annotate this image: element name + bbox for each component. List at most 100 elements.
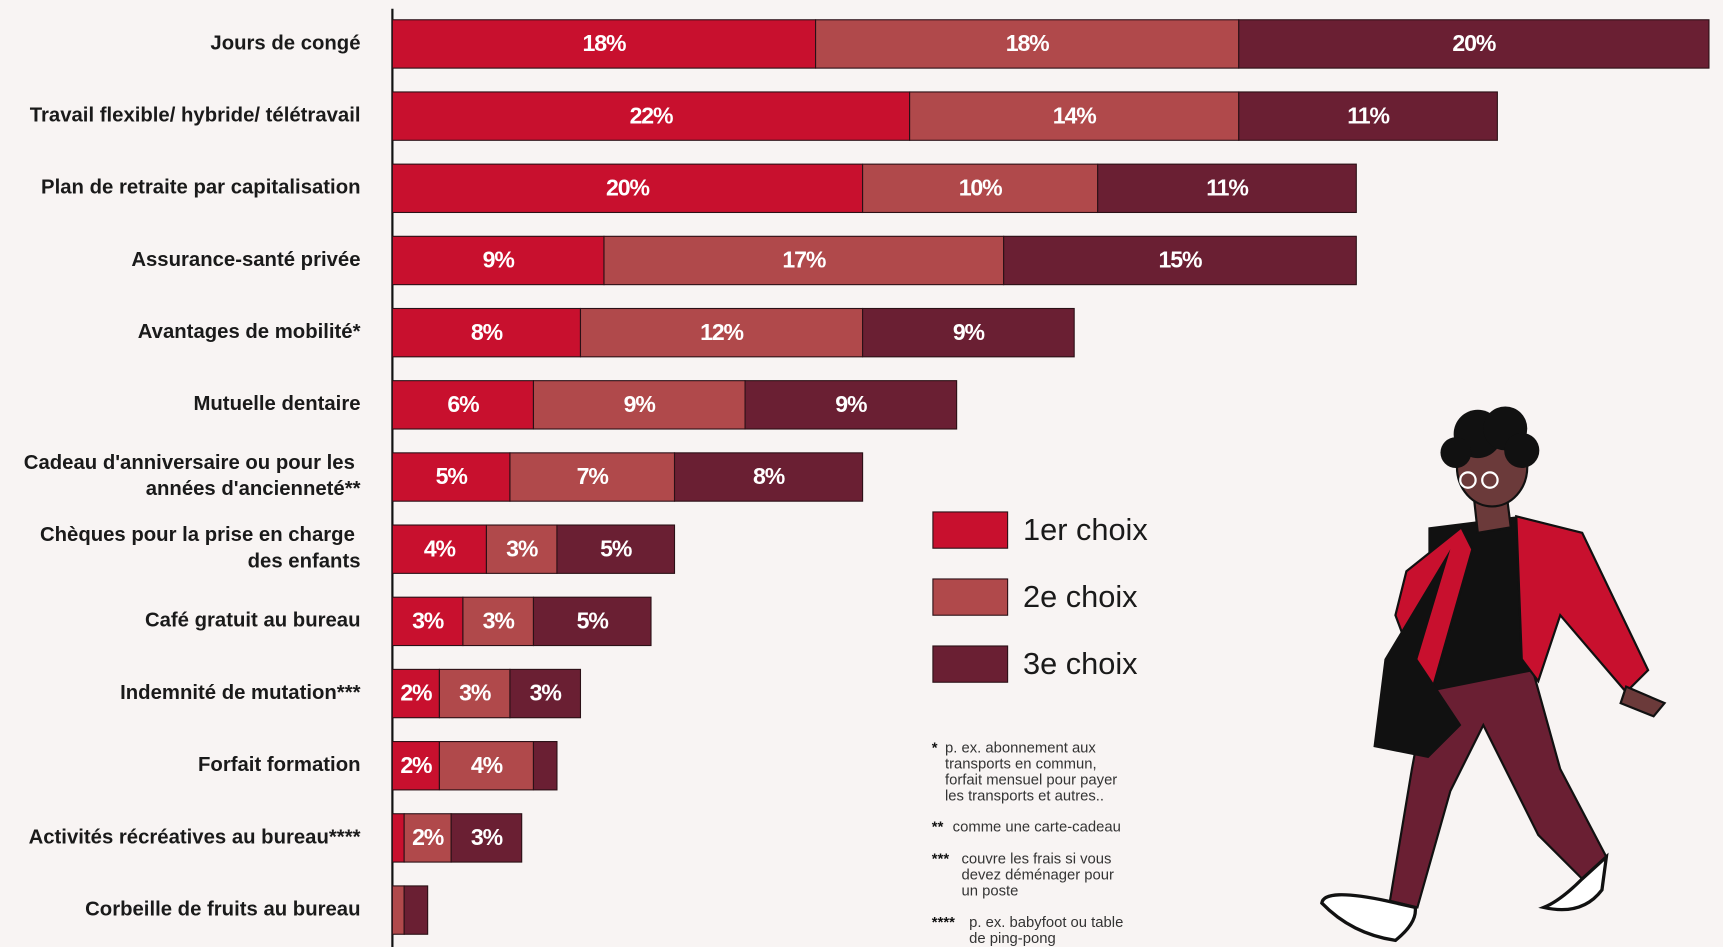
bar-segment [532, 741, 558, 791]
category-label: Chèques pour la prise en charge des enfa… [40, 524, 361, 572]
category-label: Café gratuit au bureau [145, 610, 361, 632]
note-marker: **** [932, 915, 955, 931]
category-label: Cadeau d'anniversaire ou pour les années… [24, 452, 361, 500]
value-label: 2% [400, 680, 432, 706]
bar-segment [391, 307, 582, 358]
value-label: 4% [471, 752, 503, 778]
bar-segment [391, 163, 864, 214]
bar-segment [1238, 91, 1498, 141]
category-label: Plan de retraite par capitalisation [41, 177, 360, 199]
value-label: 20% [1452, 30, 1495, 56]
legend-swatch [932, 511, 1009, 549]
value-label: 12% [700, 319, 743, 345]
value-label: 8% [753, 463, 785, 489]
note-text: comme une carte-cadeau [953, 820, 1121, 836]
bar-segment [391, 524, 487, 574]
value-label: 18% [583, 30, 626, 56]
bar-segment [403, 885, 429, 935]
category-label: Forfait formation [198, 754, 361, 776]
bar-segment [1097, 163, 1357, 214]
illustration [1320, 406, 1667, 943]
value-label: 7% [577, 463, 609, 489]
bar-segment [462, 596, 535, 647]
value-label: 9% [835, 391, 867, 417]
value-label: 20% [606, 174, 649, 200]
bar-segment [532, 380, 746, 430]
note-text: devez déménager pour [961, 867, 1114, 883]
category-label: Assurance-santé privée [131, 249, 360, 271]
bar-segment [391, 380, 535, 430]
value-label: 3% [412, 608, 444, 634]
bar-segment [673, 452, 864, 502]
value-label: 15% [1159, 247, 1202, 273]
legend-label: 3e choix [1023, 646, 1138, 681]
value-label: 3% [471, 824, 503, 850]
value-label: 9% [624, 391, 656, 417]
note-text: p. ex. babyfoot ou table [969, 915, 1123, 931]
value-label: 10% [959, 174, 1002, 200]
note-marker: ** [932, 820, 944, 836]
value-label: 4% [424, 535, 456, 561]
bar-segment [509, 452, 676, 502]
value-label: 17% [782, 247, 825, 273]
legend-label: 2e choix [1023, 579, 1138, 614]
value-label: 2% [412, 824, 444, 850]
bar-segment [391, 741, 440, 791]
value-label: 14% [1053, 102, 1096, 128]
value-label: 5% [600, 535, 632, 561]
value-label: 3% [483, 608, 515, 634]
note-text: les transports et autres.. [945, 788, 1104, 804]
category-label: Corbeille de fruits au bureau [85, 898, 360, 920]
category-label: Avantages de mobilité* [138, 321, 361, 343]
bar-segment [450, 813, 523, 863]
value-label: 8% [471, 319, 503, 345]
bar-segment [509, 668, 582, 719]
value-label: 18% [1006, 30, 1049, 56]
bar-segment [1003, 235, 1357, 286]
bar-segment [909, 91, 1240, 141]
category-label: Mutuelle dentaire [193, 393, 360, 415]
category-label: Travail flexible/ hybride/ télétravail [30, 104, 361, 126]
value-label: 9% [483, 247, 515, 273]
value-label: 11% [1347, 102, 1389, 128]
bar-segment [391, 235, 605, 286]
value-label: 3% [506, 535, 538, 561]
value-label: 11% [1206, 174, 1248, 200]
note-marker: * [932, 741, 938, 757]
value-label: 5% [436, 463, 468, 489]
bar-segment [391, 19, 817, 69]
note-text: p. ex. abonnement aux [945, 741, 1096, 757]
bar-segment [391, 668, 440, 719]
note-text: couvre les frais si vous [961, 852, 1111, 868]
note-text: forfait mensuel pour payer [945, 772, 1117, 788]
bar-segment [862, 307, 1075, 358]
bar-segment [403, 813, 452, 863]
value-label: 22% [630, 102, 673, 128]
category-label: Jours de congé [210, 32, 360, 54]
category-label: Activités récréatives au bureau**** [29, 826, 361, 848]
value-label: 9% [953, 319, 985, 345]
value-label: 6% [447, 391, 479, 417]
note-text: transports en commun, [945, 756, 1097, 772]
value-label: 2% [400, 752, 432, 778]
note-marker: *** [932, 852, 950, 868]
value-label: 3% [530, 680, 562, 706]
bar-segment [815, 19, 1240, 69]
bar-segment [532, 596, 652, 647]
bar-segment [391, 813, 405, 863]
note-text: de ping-pong [969, 931, 1056, 947]
bar-segment [603, 235, 1005, 286]
bar-segment [862, 163, 1099, 214]
legend-swatch [932, 578, 1009, 616]
bar-segment [556, 524, 676, 574]
value-label: 3% [459, 680, 491, 706]
bar-segment [438, 741, 535, 791]
bar-segment [744, 380, 958, 430]
legend-swatch [932, 645, 1009, 683]
bar-segment [391, 452, 511, 502]
note-text: un poste [961, 883, 1018, 899]
bar-segment [485, 524, 558, 574]
bar-segment [391, 885, 405, 935]
